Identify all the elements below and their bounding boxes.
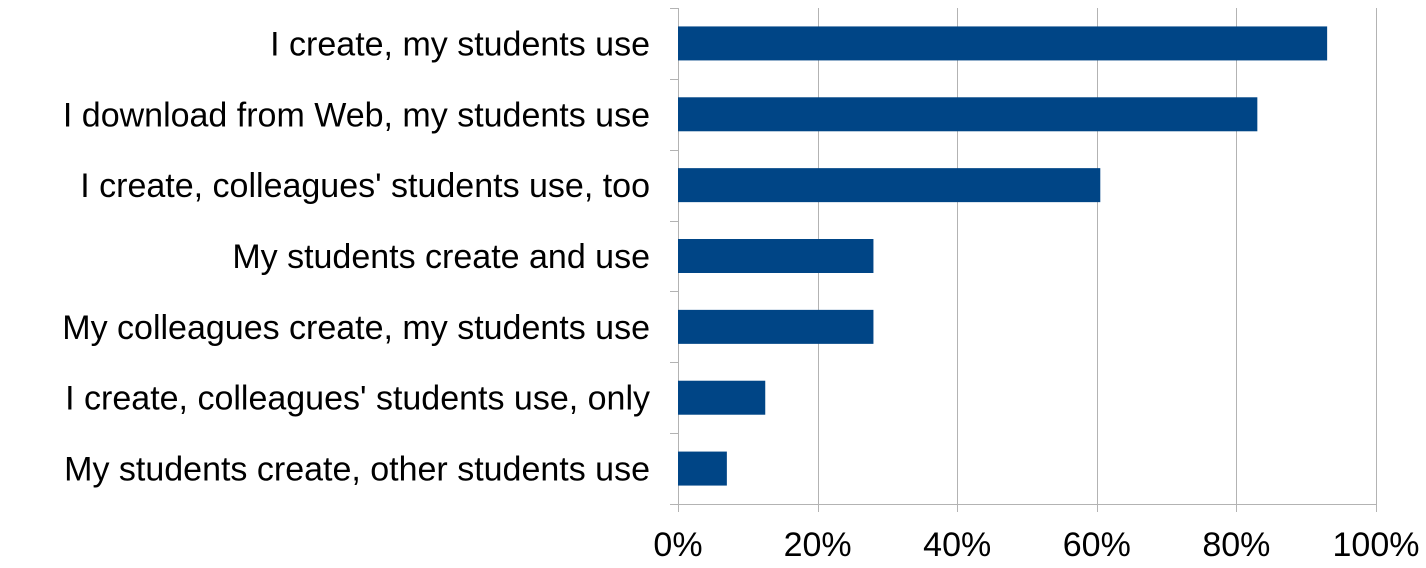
axes (670, 8, 1377, 505)
category-label: My students create, other students use (64, 451, 650, 489)
x-tick-label: 40% (923, 526, 991, 564)
bar (678, 97, 1258, 132)
bar (678, 168, 1101, 203)
category-label: I create, my students use (270, 25, 650, 63)
gridlines (678, 8, 1377, 512)
category-labels: I create, my students use I download from… (62, 25, 650, 488)
category-label: I create, colleagues' students use, too (80, 167, 650, 205)
x-tick-label: 20% (784, 526, 852, 564)
bar (678, 451, 727, 486)
category-label: I create, colleagues' students use, only (65, 380, 650, 418)
x-tick-label: 80% (1202, 526, 1270, 564)
bar (678, 309, 874, 344)
bar (678, 239, 874, 273)
x-tick-label: 100% (1333, 526, 1420, 564)
tick-labels: 0% 20% 40% 60% 80% 100% (653, 526, 1419, 564)
category-label: My colleagues create, my students use (62, 309, 650, 347)
category-label: My students create and use (232, 238, 650, 276)
x-tick-label: 60% (1063, 526, 1131, 564)
bars (678, 26, 1328, 486)
bar (678, 380, 766, 415)
x-tick-label: 0% (653, 526, 702, 564)
category-label: I download from Web, my students use (63, 96, 650, 134)
bar (678, 26, 1328, 61)
